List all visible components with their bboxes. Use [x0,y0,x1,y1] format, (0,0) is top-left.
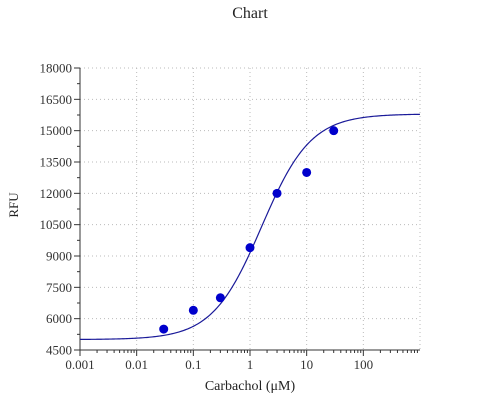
x-tick-label: 0.01 [125,357,148,372]
y-tick-label: 16500 [40,92,73,107]
x-tick-label: 0.1 [185,357,201,372]
data-point [329,126,339,136]
grid-lines [79,67,421,351]
data-point [215,293,225,303]
y-tick-label: 18000 [40,61,73,76]
y-tick-label: 7500 [46,280,72,295]
y-tick-label: 15000 [40,123,73,138]
fit-curve-layer [80,113,421,341]
x-tick-label: 10 [300,357,313,372]
data-point [159,324,169,334]
data-point [272,188,282,198]
y-tick-label: 12000 [40,186,73,201]
chart-title: Chart [232,5,268,22]
data-points [159,126,339,334]
x-tick-label: 1 [247,357,254,372]
x-axis-label: Carbachol (μM) [205,379,296,394]
y-tick-label: 4500 [46,343,72,358]
x-tick-label: 100 [354,357,374,372]
y-tick-label: 13500 [40,155,73,170]
y-axis-label: RFU [6,192,21,218]
data-point [245,243,255,253]
y-tick-label: 6000 [46,311,72,326]
data-point [302,167,312,177]
data-point [188,305,198,315]
fit-curve [80,113,421,341]
x-tick-label: 0.001 [65,357,94,372]
y-tick-label: 10500 [40,217,73,232]
y-tick-label: 9000 [46,249,72,264]
axes: 0.001 0.01 0.1 1 10 100 4500 6000 7500 9000 10500 1… [40,61,420,372]
